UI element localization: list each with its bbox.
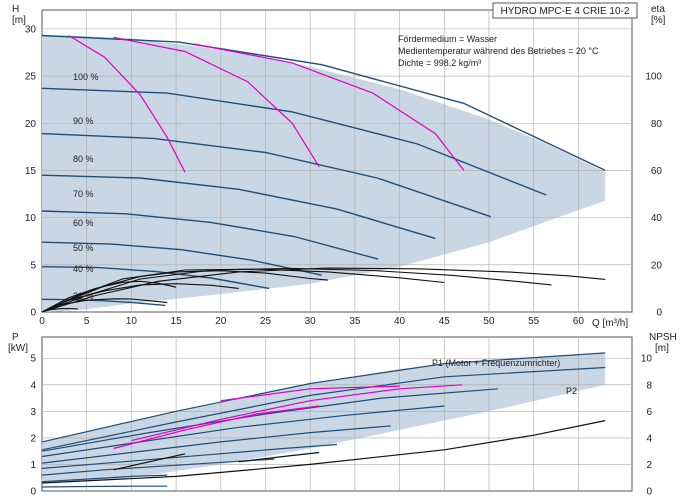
y2-axis-label-eta: eta (651, 4, 665, 15)
y2-tick-label-npsh: 4 (646, 433, 652, 444)
y2-tick-label-eta: 40 (651, 213, 663, 224)
y-tick-label-p: 1 (30, 460, 36, 471)
annotation-p2: P2 (566, 386, 577, 396)
series-eta-16 (41, 283, 239, 313)
y-tick-label-p: 4 (30, 380, 36, 391)
speed-label-21: 21 % (73, 291, 94, 301)
y-axis-label-h: H (12, 4, 19, 15)
speed-label-100: 100 % (73, 72, 99, 82)
x-tick-label: 5 (84, 316, 90, 327)
y-tick-label-h: 20 (25, 119, 37, 130)
y2-tick-label-npsh: 6 (646, 407, 652, 418)
series-p-8 (41, 485, 168, 488)
x-tick-label: 55 (528, 316, 540, 327)
y2-tick-label-npsh: 0 (646, 487, 652, 498)
y2-axis-unit-eta: [%] (651, 15, 666, 26)
x-tick-label: 60 (573, 316, 585, 327)
y-axis-unit-p: [kW] (8, 343, 28, 354)
series-p-5 (41, 443, 338, 469)
series-pm-9 (131, 384, 463, 442)
x-tick-label: 35 (349, 316, 361, 327)
y2-axis-unit-npsh: [m] (655, 343, 669, 354)
series-limit-10 (193, 43, 465, 171)
y-tick-label-p: 2 (30, 433, 36, 444)
series-eta-15 (41, 280, 177, 313)
x-tick-label: 0 (39, 316, 45, 327)
speed-label-70: 70 % (73, 189, 94, 199)
x-tick-label: 40 (394, 316, 406, 327)
speed-label-40: 40 % (73, 264, 94, 274)
y2-tick-label-npsh: 2 (646, 460, 652, 471)
series-pm-11 (220, 385, 400, 402)
x-tick-label: 30 (305, 316, 317, 327)
speed-label-90: 90 % (73, 116, 94, 126)
info-temperature: Medientemperatur während des Betriebes =… (398, 46, 599, 56)
series-qh-0 (41, 34, 606, 172)
y-tick-label-h: 15 (25, 166, 37, 177)
info-density: Dichte = 998.2 kg/m³ (398, 58, 481, 68)
info-medium: Fördermedium = Wasser (398, 34, 497, 44)
series-p-7 (41, 474, 168, 483)
x-tick-label: 15 (171, 316, 183, 327)
y2-tick-label-eta: 20 (651, 260, 663, 271)
series-qh-6 (41, 266, 270, 290)
x-tick-label: 10 (126, 316, 138, 327)
y-axis-unit-h: [m] (12, 15, 26, 26)
y2-tick-label-npsh: 8 (646, 380, 652, 391)
series-eta-11 (41, 270, 329, 313)
speed-label-60: 60 % (73, 218, 94, 228)
series-limit-8 (68, 34, 186, 173)
series-limit-9 (113, 36, 320, 168)
x-tick-label: 45 (439, 316, 451, 327)
series-p-4 (41, 425, 391, 464)
x-tick-label: 50 (483, 316, 495, 327)
y-tick-label-h: 25 (25, 72, 37, 83)
series-eta-14 (41, 267, 606, 313)
series-qh-3 (41, 174, 436, 240)
series-eta-18 (41, 307, 78, 313)
series-qh-4 (41, 210, 379, 260)
series-pm-10 (113, 405, 320, 450)
y2-tick-label-eta: 60 (651, 166, 663, 177)
y2-tick-label-eta: 0 (656, 308, 662, 319)
series-qh-1 (41, 87, 547, 196)
series-eta-17 (41, 298, 168, 313)
speed-label-50: 50 % (73, 243, 94, 253)
y-tick-label-h: 0 (30, 308, 36, 319)
speed-label-80: 80 % (73, 154, 94, 164)
series-p1-0 (41, 352, 606, 443)
series-npsh-12 (41, 420, 606, 484)
y-tick-label-p: 3 (30, 407, 36, 418)
y2-tick-label-npsh: 10 (641, 354, 653, 365)
y-tick-label-h: 5 (30, 260, 36, 271)
y-tick-label-h: 30 (25, 24, 37, 35)
series-qh-7 (41, 298, 166, 307)
series-p2-1 (41, 366, 606, 451)
y-axis-label-p: P (12, 332, 19, 343)
title-box (492, 2, 638, 19)
annotation-p1: P1 (Motor + Frequenzumrichter) (432, 358, 560, 368)
y-tick-label-h: 10 (25, 213, 37, 224)
series-p-2 (41, 388, 498, 452)
x-axis-label-q: Q [m³/h] (592, 318, 628, 329)
y-tick-label-p: 0 (30, 487, 36, 498)
chart-title: HYDRO MPC-E 4 CRIE 10-2 (501, 6, 630, 17)
qh-operating-range (42, 35, 606, 312)
y2-tick-label-eta: 100 (645, 72, 662, 83)
x-tick-label: 25 (260, 316, 272, 327)
y-tick-label-p: 5 (30, 354, 36, 365)
series-eta-13 (41, 267, 552, 313)
series-npsh-13 (113, 453, 186, 471)
series-p-3 (41, 405, 445, 458)
y2-axis-label-npsh: NPSH (649, 332, 677, 343)
series-npsh-14 (238, 451, 320, 463)
series-qh-5 (41, 241, 322, 276)
y2-tick-label-eta: 80 (651, 119, 663, 130)
series-qh-2 (41, 132, 492, 218)
x-tick-label: 20 (215, 316, 227, 327)
